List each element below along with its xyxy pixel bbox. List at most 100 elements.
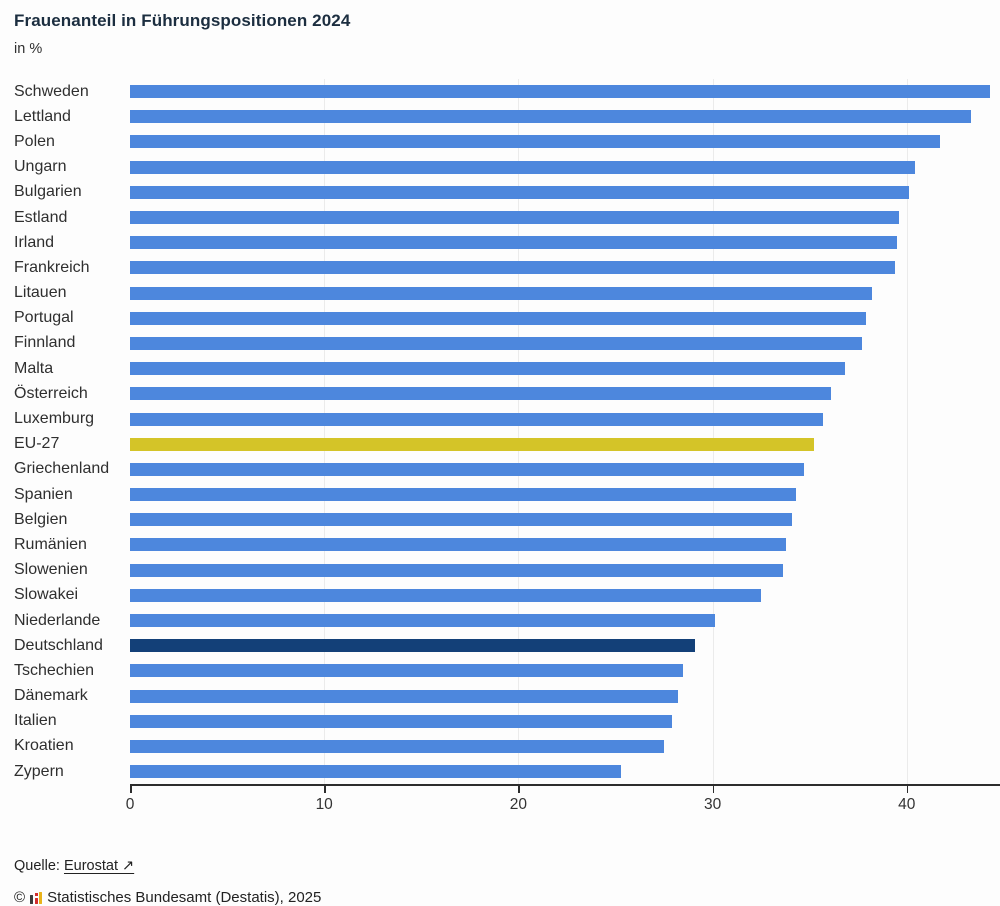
country-label: Österreich [14, 384, 88, 402]
country-label: Lettland [14, 107, 71, 125]
axis-tick [130, 786, 132, 794]
axis-tick-label: 30 [703, 796, 722, 814]
bar-track [130, 387, 1000, 401]
bar-track [130, 311, 1000, 325]
bar-track [130, 185, 1000, 199]
country-label: Luxemburg [14, 410, 95, 428]
country-label: EU-27 [14, 435, 60, 453]
value-bar [130, 588, 762, 602]
country-label: Irland [14, 233, 55, 251]
bar-track [130, 488, 1000, 502]
chart-header: Frauenanteil in Führungspositionen 2024 … [0, 0, 1000, 57]
value-bar [130, 462, 804, 476]
value-bar [130, 185, 909, 199]
bar-row: Bulgarien [0, 180, 1000, 205]
value-bar [130, 689, 678, 703]
country-label: Polen [14, 132, 55, 150]
axis-tick-label: 40 [898, 796, 916, 814]
country-label: Slowakei [14, 586, 79, 604]
value-bar [130, 488, 797, 502]
value-bar [130, 714, 672, 728]
value-bar [130, 513, 793, 527]
value-bar [130, 236, 898, 250]
bar-row: Italien [0, 709, 1000, 734]
x-axis: 0 10 20 30 40 [126, 784, 1000, 826]
destatis-logo-icon [30, 891, 43, 905]
country-label: Zypern [14, 762, 64, 780]
axis-tick-label: 10 [315, 796, 333, 814]
country-label: Schweden [14, 82, 89, 100]
axis-tick [518, 786, 520, 794]
value-bar [130, 311, 866, 325]
bar-track [130, 714, 1000, 728]
country-label: Malta [14, 359, 54, 377]
country-label: Portugal [14, 309, 74, 327]
bar-track [130, 135, 1000, 149]
bar-track [130, 563, 1000, 577]
bar-track [130, 739, 1000, 753]
bar-track [130, 336, 1000, 350]
bar-track [130, 614, 1000, 628]
axis-tick-label: 20 [509, 796, 528, 814]
country-label: Rumänien [14, 535, 87, 553]
bar-row: Österreich [0, 381, 1000, 406]
bar-track [130, 765, 1000, 779]
bar-track [130, 362, 1000, 376]
value-bar [130, 286, 872, 300]
bar-track [130, 85, 1000, 99]
value-bar [130, 538, 787, 552]
country-label: Ungarn [14, 158, 67, 176]
bar-track [130, 412, 1000, 426]
country-label: Finnland [14, 334, 76, 352]
bar-track [130, 639, 1000, 653]
country-label: Tschechien [14, 661, 95, 679]
country-label: Belgien [14, 510, 68, 528]
page-title: Frauenanteil in Führungspositionen 2024 [14, 11, 351, 30]
bar-track [130, 588, 1000, 602]
country-label: Deutschland [14, 636, 103, 654]
value-bar [130, 135, 940, 149]
value-bar [130, 664, 684, 678]
value-bar [130, 639, 696, 653]
source-label: Quelle: [14, 858, 60, 875]
value-bar [130, 765, 622, 779]
bar-row: Dänemark [0, 684, 1000, 709]
bar-rows: Schweden Lettland Polen Ungarn Bulgarien Estl… [0, 79, 1000, 784]
country-label: Dänemark [14, 687, 88, 705]
bar-track [130, 689, 1000, 703]
source-link-eurostat[interactable]: Eurostat ↗ [63, 858, 135, 875]
value-bar [130, 739, 665, 753]
bar-track [130, 513, 1000, 527]
bar-track [130, 462, 1000, 476]
bar-track [130, 110, 1000, 124]
value-bar [130, 110, 971, 124]
page-subtitle: in % [14, 41, 43, 57]
bar-row: Spanien [0, 482, 1000, 507]
value-bar [130, 336, 863, 350]
bar-row: Ungarn [0, 155, 1000, 180]
bar-row: Tschechien [0, 658, 1000, 683]
bar-row: Luxemburg [0, 406, 1000, 431]
value-bar [130, 211, 900, 225]
bar-row: Slowenien [0, 558, 1000, 583]
bar-track [130, 664, 1000, 678]
country-label: Griechenland [14, 460, 110, 478]
country-label: Italien [14, 712, 57, 730]
bar-row: Zypern [0, 759, 1000, 784]
copyright-text: Statistisches Bundesamt (Destatis), 2025 [47, 889, 322, 906]
bar-row: Estland [0, 205, 1000, 230]
value-bar [130, 160, 915, 174]
copyright-symbol: © [14, 889, 26, 906]
bar-row: Lettland [0, 104, 1000, 129]
bar-track [130, 236, 1000, 250]
bar-row: EU-27 [0, 432, 1000, 457]
value-bar [130, 412, 824, 426]
bar-row: Slowakei [0, 583, 1000, 608]
bar-track [130, 261, 1000, 275]
value-bar [130, 261, 896, 275]
bar-row: Irland [0, 230, 1000, 255]
bar-row: Kroatien [0, 734, 1000, 759]
axis-tick [324, 786, 326, 794]
value-bar [130, 563, 783, 577]
